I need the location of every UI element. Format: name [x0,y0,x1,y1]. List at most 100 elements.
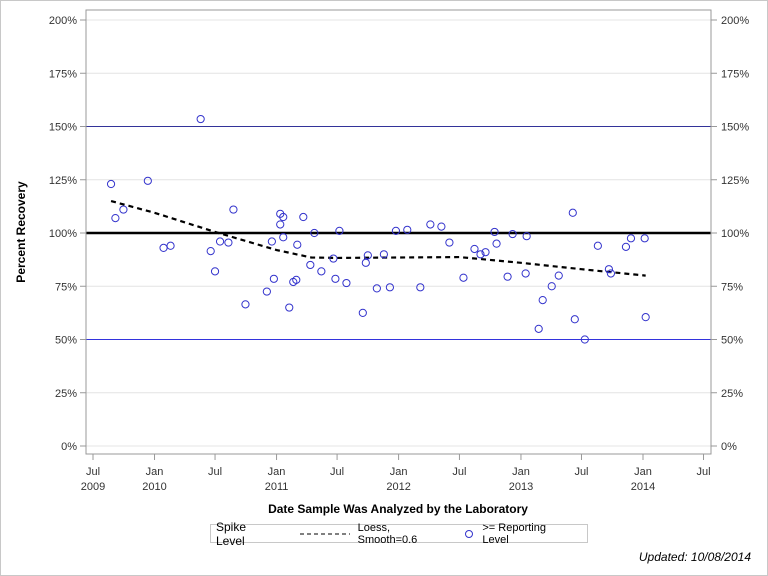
data-point [215,237,225,246]
y-axis-title: Percent Recovery [14,181,28,283]
y-axis-right: 0% 25% 50% 75% 100% 125% 150% 175% 200% [711,15,749,453]
data-point [640,234,649,243]
y-tick-label: 25% [55,388,77,400]
data-point [580,335,589,344]
y-tick-label: 50% [55,335,77,347]
y-tick-label-right: 75% [721,281,743,293]
data-point [358,308,367,317]
data-point [521,269,530,278]
data-point [476,250,485,259]
data-point [143,176,152,185]
circle-marker-icon [465,529,474,538]
x-axis-title: Date Sample Was Analyzed by the Laborato… [268,502,528,516]
y-tick-label-right: 200% [721,15,749,27]
data-point [470,244,479,254]
legend-item-loess: Loess, Smooth=0.6 [298,522,453,546]
y-tick-label: 75% [55,281,77,293]
data-point [279,233,288,242]
x-tick-year: 2010 [142,481,166,493]
data-point [554,271,563,280]
data-point [310,228,319,238]
data-point [570,315,579,324]
legend-label-points: >= Reporting Level [482,521,546,546]
points-series [106,114,650,344]
data-point [391,226,401,235]
data-point [206,247,215,256]
data-point [229,205,238,214]
legend-label-loess: Loess, Smooth=0.6 [357,521,418,546]
data-point [119,205,128,214]
data-point [335,226,344,235]
data-point [166,241,175,250]
data-point [159,243,168,253]
loess-line [110,199,646,277]
data-point [459,273,468,282]
data-point [503,272,512,281]
data-point [372,284,381,293]
x-tick-label: Jan [634,466,652,478]
x-tick-label: Jul [86,466,100,478]
data-point [196,114,205,124]
data-point [292,275,301,284]
y-tick-label: 125% [49,175,77,187]
data-point [379,250,388,259]
x-tick-label: Jul [452,466,466,478]
loess-series [110,199,646,277]
x-tick-year: 2013 [509,481,533,493]
data-point [210,267,220,276]
y-tick-label-right: 0% [721,441,737,453]
data-point [361,258,370,267]
x-axis: Jul 2009 Jan 2010 Jul Jan 2011 Jul Jan 2012 Jul Jan… [81,454,711,493]
y-tick-label-right: 25% [721,388,743,400]
y-tick-label: 175% [49,68,77,80]
x-tick-label: Jul [574,466,588,478]
data-point [293,240,302,249]
x-tick-label: Jul [330,466,344,478]
data-point [492,239,501,248]
legend-title: Spike Level [216,519,247,548]
data-point [403,225,412,234]
data-point [538,295,547,305]
data-point [534,324,543,333]
data-point [621,242,631,251]
data-point [224,238,233,247]
data-point [385,283,394,292]
data-point [106,179,116,189]
data-point [111,213,120,223]
data-point [437,222,446,231]
data-point [547,282,556,291]
y-tick-label-right: 50% [721,335,743,347]
x-tick-label: Jan [512,466,530,478]
x-tick-year: 2014 [631,481,655,493]
x-tick-year: 2011 [265,481,289,493]
y-axis-left: 0% 25% 50% 75% 100% 125% 150% 175% 200% [49,15,86,453]
data-point [331,274,340,283]
data-point [641,313,650,322]
data-point [306,260,315,270]
data-point [276,220,285,229]
legend-item-points: >= Reporting Level [464,522,575,546]
data-point [445,238,454,247]
y-tick-label-right: 150% [721,122,749,134]
data-point [481,248,490,257]
data-point [416,283,425,292]
x-tick-label: Jan [268,466,286,478]
data-point [329,254,338,263]
x-tick-label: Jan [146,466,164,478]
y-tick-label-right: 175% [721,68,749,80]
data-point [363,251,372,260]
data-point [241,300,250,309]
x-tick-year: 2009 [81,481,105,493]
data-point [626,234,636,243]
legend: Spike Level Loess, Smooth=0.6 >= Reporti… [210,520,588,548]
dashed-line-icon [299,533,350,534]
y-tick-label: 150% [49,122,77,134]
x-tick-label: Jul [696,466,710,478]
y-tick-label-right: 100% [721,228,749,240]
data-point [508,229,517,239]
updated-date: Updated: 10/08/2014 [638,550,751,564]
y-tick-label: 0% [61,441,77,453]
data-point [522,232,531,241]
x-tick-label: Jan [390,466,408,478]
